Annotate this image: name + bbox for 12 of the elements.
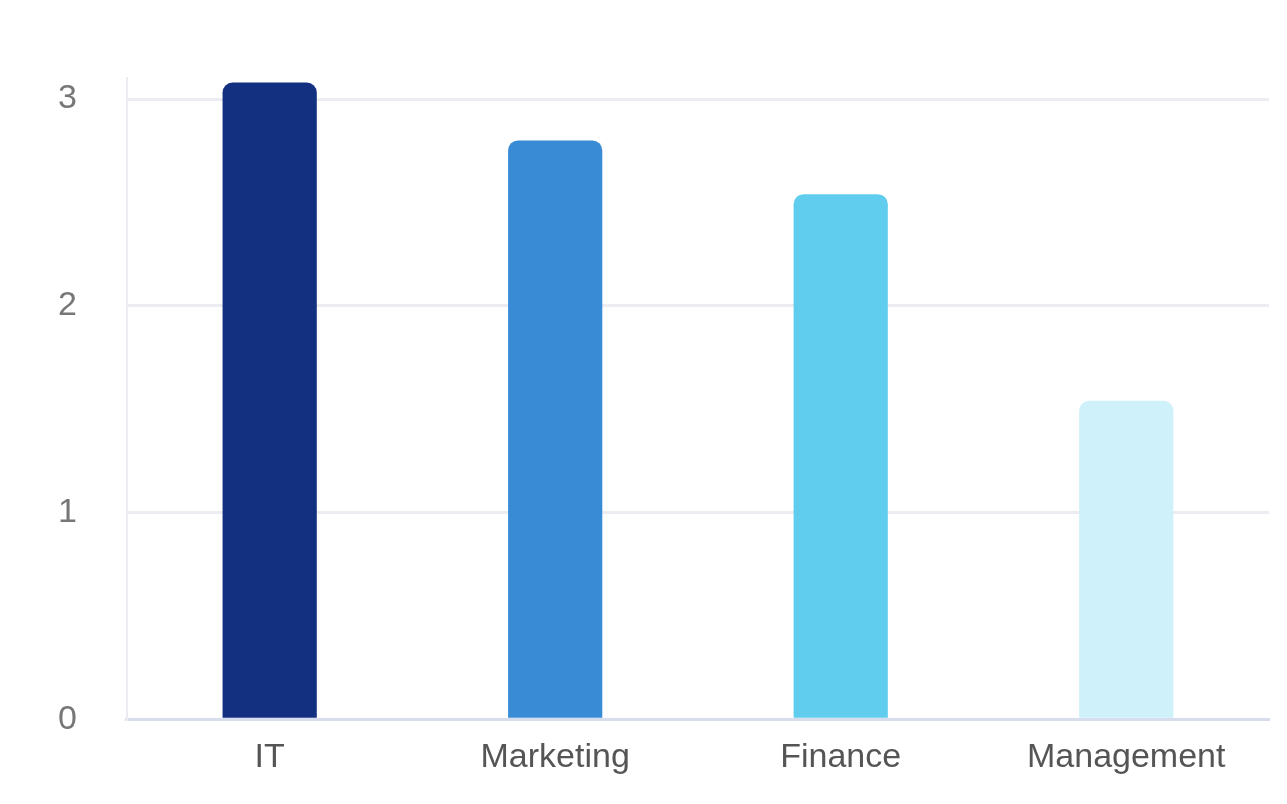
y-tick-label: 0: [57, 697, 77, 736]
y-tick-label: 3: [57, 77, 77, 116]
x-tick-label: Finance: [780, 735, 902, 774]
bar: [222, 82, 317, 718]
x-tick-label: IT: [254, 735, 285, 774]
bar: [793, 194, 888, 718]
y-tick-label: 1: [57, 490, 77, 529]
x-tick-label: Marketing: [480, 735, 630, 774]
bar: [1079, 400, 1174, 718]
x-tick-label: Management: [1027, 735, 1227, 774]
bar: [508, 140, 603, 718]
y-tick-label: 2: [57, 284, 77, 323]
